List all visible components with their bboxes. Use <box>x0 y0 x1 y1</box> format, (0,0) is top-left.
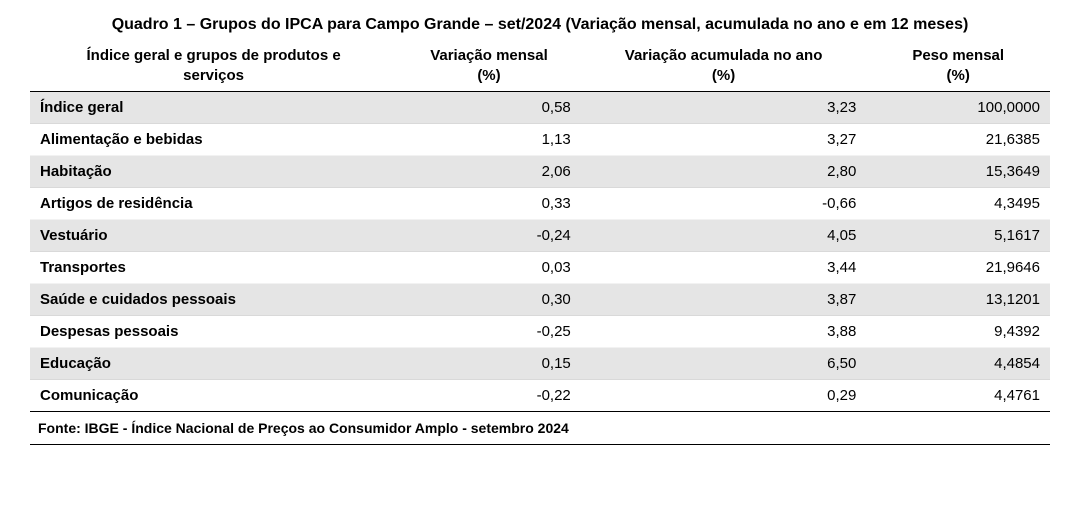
table-title: Quadro 1 – Grupos do IPCA para Campo Gra… <box>30 10 1050 40</box>
row-label: Comunicação <box>30 380 397 412</box>
source-row: Fonte: IBGE - Índice Nacional de Preços … <box>30 412 1050 445</box>
cell-vm: 0,58 <box>397 92 581 124</box>
table-row: Habitação2,062,8015,3649 <box>30 156 1050 188</box>
cell-pm: 21,9646 <box>866 252 1050 284</box>
row-label: Artigos de residência <box>30 188 397 220</box>
table-row: Comunicação-0,220,294,4761 <box>30 380 1050 412</box>
ipca-table: Índice geral e grupos de produtos e serv… <box>30 40 1050 445</box>
col-header-pm: Peso mensal (%) <box>866 40 1050 92</box>
row-label: Saúde e cuidados pessoais <box>30 284 397 316</box>
table-row: Saúde e cuidados pessoais0,303,8713,1201 <box>30 284 1050 316</box>
cell-pm: 15,3649 <box>866 156 1050 188</box>
col-header-label-l2: serviços <box>183 67 244 84</box>
cell-va: 0,29 <box>581 380 867 412</box>
table-row: Índice geral0,583,23100,0000 <box>30 92 1050 124</box>
table-row: Alimentação e bebidas1,133,2721,6385 <box>30 124 1050 156</box>
cell-va: 3,44 <box>581 252 867 284</box>
cell-pm: 4,4854 <box>866 348 1050 380</box>
col-header-vm: Variação mensal (%) <box>397 40 581 92</box>
col-header-pm-l2: (%) <box>947 67 970 84</box>
row-label: Habitação <box>30 156 397 188</box>
table-row: Despesas pessoais-0,253,889,4392 <box>30 316 1050 348</box>
cell-va: 3,87 <box>581 284 867 316</box>
row-label: Educação <box>30 348 397 380</box>
cell-vm: 0,15 <box>397 348 581 380</box>
table-row: Transportes0,033,4421,9646 <box>30 252 1050 284</box>
cell-va: 3,88 <box>581 316 867 348</box>
cell-vm: 1,13 <box>397 124 581 156</box>
cell-vm: -0,24 <box>397 220 581 252</box>
cell-vm: 2,06 <box>397 156 581 188</box>
cell-pm: 4,4761 <box>866 380 1050 412</box>
col-header-va: Variação acumulada no ano (%) <box>581 40 867 92</box>
cell-vm: 0,30 <box>397 284 581 316</box>
cell-va: 2,80 <box>581 156 867 188</box>
cell-pm: 5,1617 <box>866 220 1050 252</box>
cell-vm: -0,22 <box>397 380 581 412</box>
row-label: Transportes <box>30 252 397 284</box>
cell-pm: 9,4392 <box>866 316 1050 348</box>
cell-pm: 21,6385 <box>866 124 1050 156</box>
col-header-vm-l1: Variação mensal <box>430 47 548 64</box>
cell-va: 6,50 <box>581 348 867 380</box>
source-text: Fonte: IBGE - Índice Nacional de Preços … <box>30 412 1050 445</box>
cell-pm: 4,3495 <box>866 188 1050 220</box>
cell-vm: -0,25 <box>397 316 581 348</box>
cell-va: -0,66 <box>581 188 867 220</box>
table-row: Educação0,156,504,4854 <box>30 348 1050 380</box>
row-label: Despesas pessoais <box>30 316 397 348</box>
col-header-va-l2: (%) <box>712 67 735 84</box>
cell-vm: 0,33 <box>397 188 581 220</box>
col-header-vm-l2: (%) <box>477 67 500 84</box>
table-row: Vestuário-0,244,055,1617 <box>30 220 1050 252</box>
header-row: Índice geral e grupos de produtos e serv… <box>30 40 1050 92</box>
col-header-label-l1: Índice geral e grupos de produtos e <box>86 47 340 64</box>
col-header-label: Índice geral e grupos de produtos e serv… <box>30 40 397 92</box>
cell-va: 3,27 <box>581 124 867 156</box>
col-header-va-l1: Variação acumulada no ano <box>625 47 823 64</box>
row-label: Índice geral <box>30 92 397 124</box>
cell-va: 3,23 <box>581 92 867 124</box>
table-row: Artigos de residência0,33-0,664,3495 <box>30 188 1050 220</box>
col-header-pm-l1: Peso mensal <box>912 47 1004 64</box>
cell-vm: 0,03 <box>397 252 581 284</box>
row-label: Vestuário <box>30 220 397 252</box>
cell-pm: 100,0000 <box>866 92 1050 124</box>
table-body: Índice geral0,583,23100,0000Alimentação … <box>30 92 1050 445</box>
cell-va: 4,05 <box>581 220 867 252</box>
cell-pm: 13,1201 <box>866 284 1050 316</box>
row-label: Alimentação e bebidas <box>30 124 397 156</box>
